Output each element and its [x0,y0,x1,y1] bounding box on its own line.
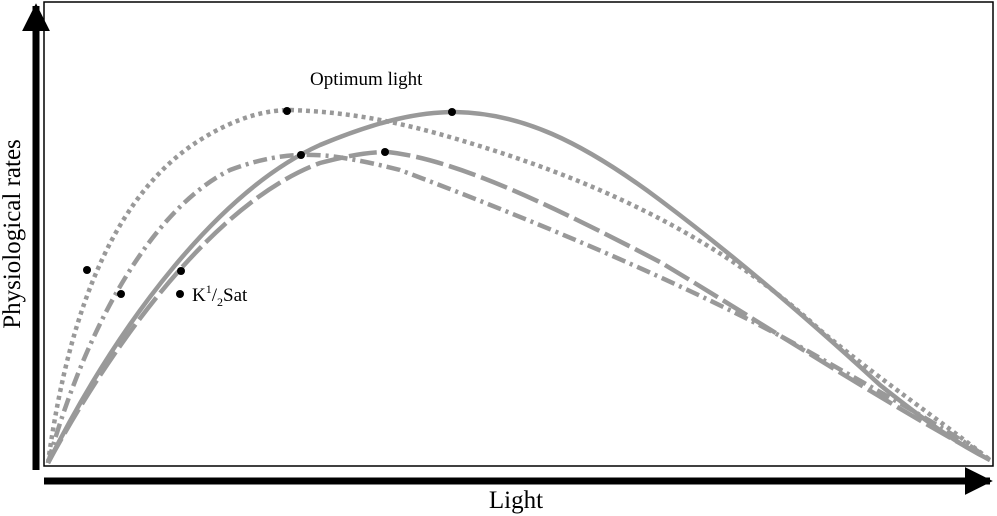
curve-long-dash [46,149,992,465]
ksat-point-dotted [83,266,91,274]
ksat-point-long-dash [176,290,184,298]
curve-dash-dot [45,152,992,464]
curve-dotted [45,107,992,464]
optimum-point-dotted [283,107,291,115]
optimum-point-solid [448,108,456,116]
ksat-label: K1/2Sat [192,282,248,309]
curve-solid [45,109,992,465]
y-axis-label: Physiological rates [0,139,26,329]
optimum-light-label: Optimum light [310,69,423,90]
ksat-point-solid [177,267,185,275]
ksat-point-dash-dot [117,290,125,298]
optimum-point-long-dash [381,148,389,156]
optimum-point-dash-dot [297,151,305,159]
x-axis-label: Light [489,487,543,514]
plot-frame [43,1,994,467]
